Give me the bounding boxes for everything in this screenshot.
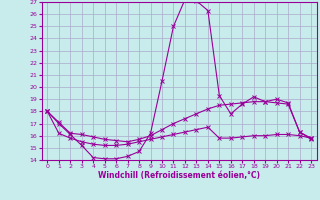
X-axis label: Windchill (Refroidissement éolien,°C): Windchill (Refroidissement éolien,°C) (98, 171, 260, 180)
